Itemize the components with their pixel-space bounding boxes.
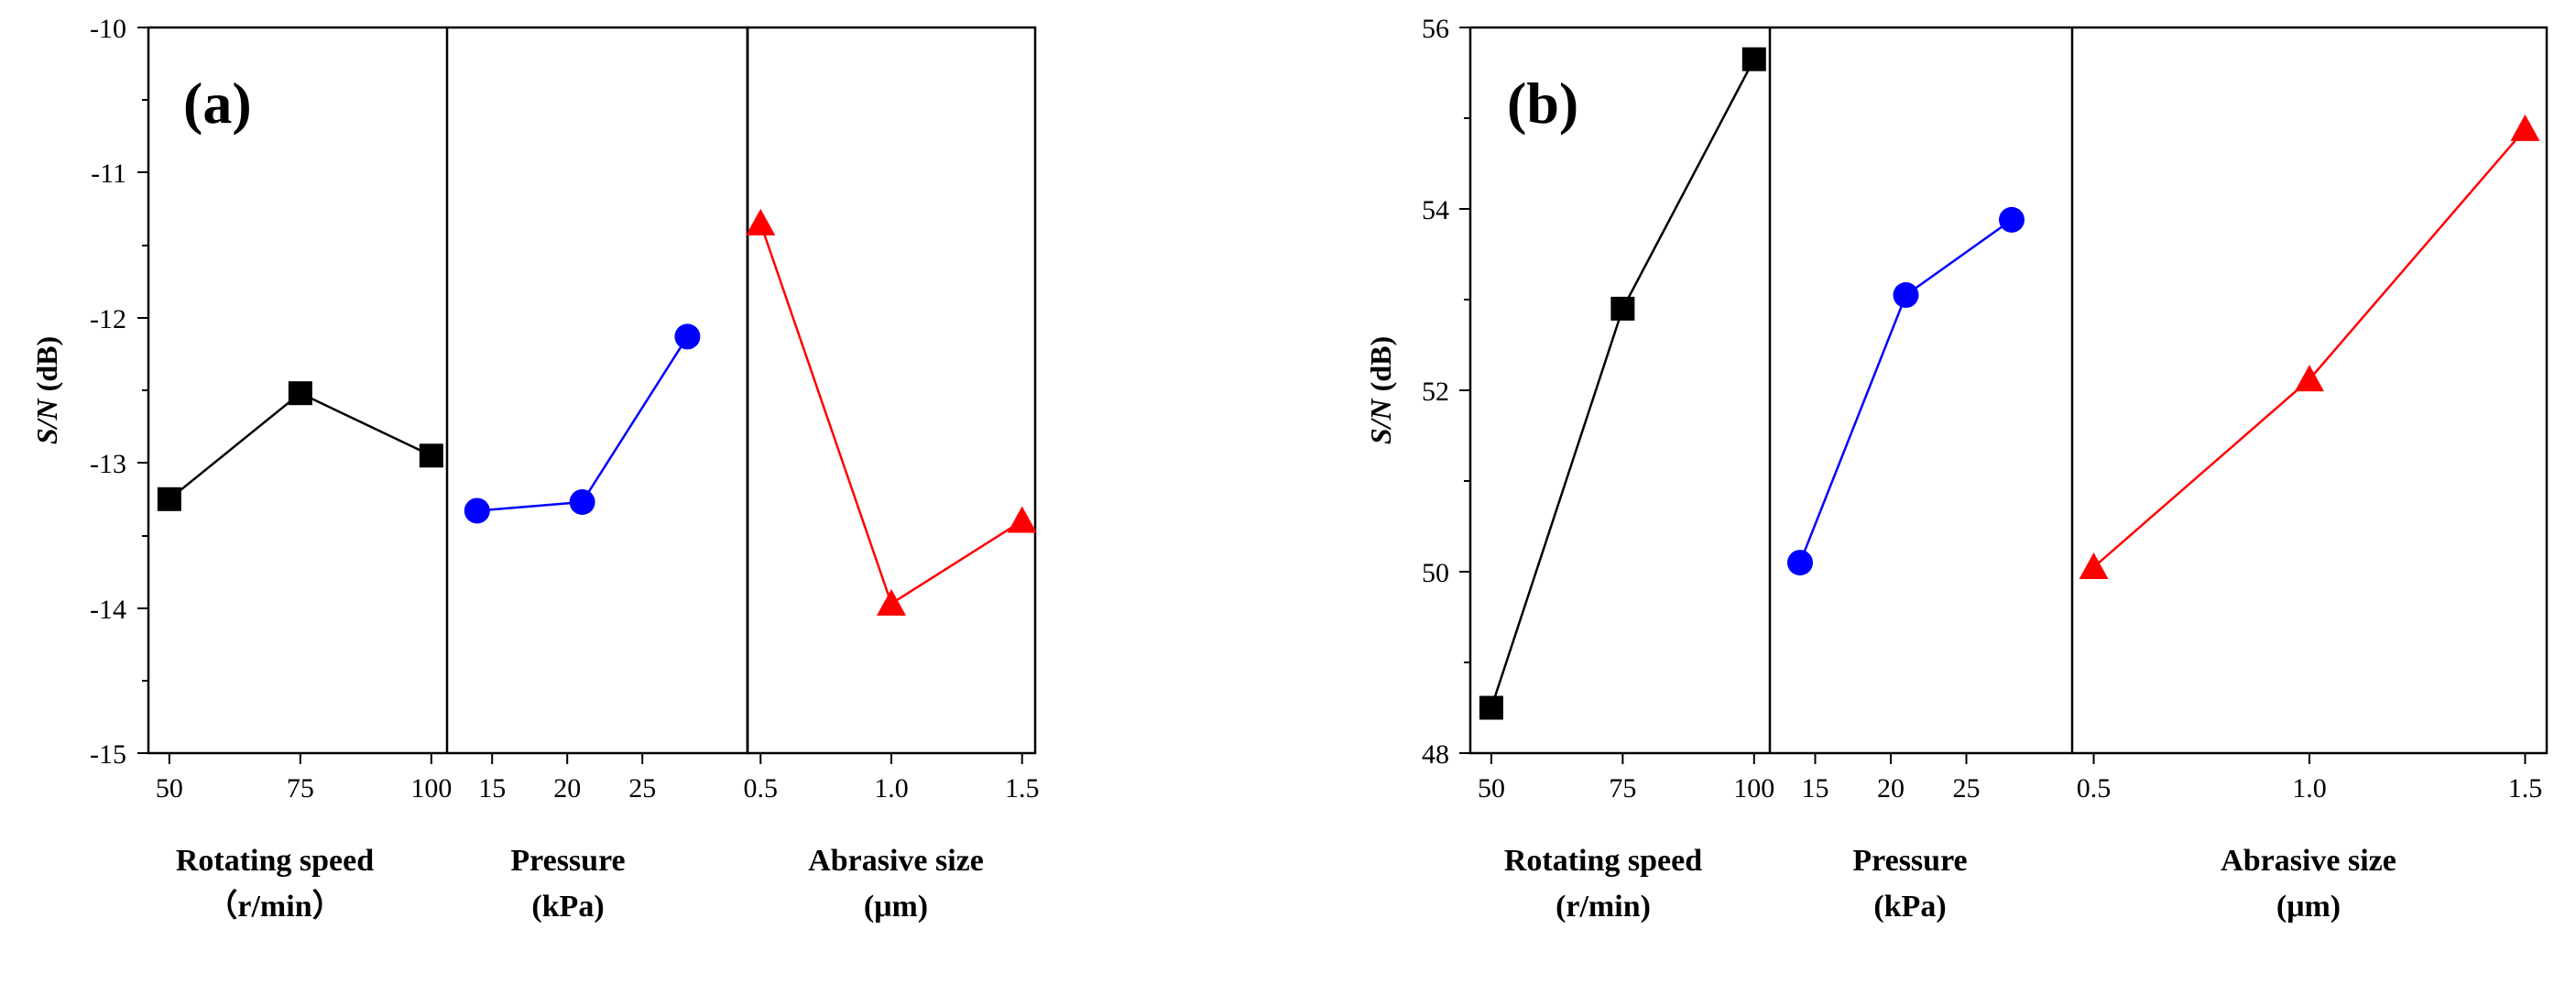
panel-a-y-axis-title-italic: S/N	[30, 397, 63, 444]
panel-a-ytick-label: -13	[90, 449, 126, 479]
panel-a-y-axis-title-rest: (dB)	[30, 336, 63, 399]
panel-b-y-axis-title-rest: (dB)	[1364, 336, 1397, 399]
panel-b-pressure-tick-label: 25	[1953, 773, 1981, 804]
panel-b-ytick-label: 54	[1422, 195, 1449, 225]
panel-a-ytick-label: -12	[90, 304, 126, 334]
panel-b-abrasive-size-line	[2092, 128, 2527, 568]
panel-a-y-axis-title: S/N (dB)	[30, 336, 63, 444]
panel-a-rotating-speed-tick-label: 50	[156, 773, 183, 804]
panel-b-rotating-speed-unit-label: (r/min)	[1555, 890, 1651, 924]
panel-a-ytick-label: -14	[90, 595, 126, 625]
panel-a-rotating-speed-line	[169, 391, 432, 500]
panel-a-ytick-label: -10	[90, 14, 126, 44]
panel-a-rotating-speed-point	[157, 487, 181, 511]
panel-a-pressure-tick-label: 25	[628, 773, 656, 804]
panel-b-y-axis-title-italic: S/N	[1364, 397, 1397, 444]
panel-a-abrasive-size-point	[877, 588, 906, 616]
panel-b-pressure-group: 15 20 25 Pressure (kPa)	[1787, 206, 2025, 924]
panel-b-pressure-tick-label: 20	[1877, 773, 1905, 804]
panel-b-pressure-unit-label: (kPa)	[1873, 890, 1946, 924]
panel-b-y-axis: 48 50 52 54 56	[1422, 14, 1470, 770]
panel-b-ytick-label: 52	[1422, 377, 1449, 407]
panel-a-rotating-speed-group: 50 75 100 Rotating speed （r/min）	[156, 381, 452, 924]
panel-a-abrasive-size-point	[1007, 506, 1037, 533]
panel-b-abrasive-size-point	[2295, 365, 2324, 392]
panel-b-rotating-speed-point	[1741, 47, 1766, 71]
panel-a-rotating-speed-point	[288, 381, 312, 406]
panel-b-ytick-label: 48	[1422, 739, 1449, 770]
panel-b-abrasive-size-tick-label: 1.0	[2292, 773, 2327, 804]
panel-b-pressure-point	[1999, 206, 2025, 233]
panel-a-abrasive-size-factor-label: Abrasive size	[808, 844, 984, 878]
panel-a-rotating-speed-point	[419, 443, 443, 468]
panel-b-pressure-point	[1893, 282, 1919, 309]
panel-b-rotating-speed-factor-label: Rotating speed	[1504, 844, 1702, 878]
panel-b-abrasive-size-unit-label: (μm)	[2276, 890, 2341, 924]
panel-a-label: (a)	[183, 71, 252, 136]
panel-a-pressure-unit-label: (kPa)	[531, 890, 604, 924]
panel-b-rotating-speed-line	[1490, 59, 1755, 708]
panel-a-abrasive-size-tick-label: 1.0	[874, 773, 909, 804]
panel-b-abrasive-size-tick-label: 1.5	[2508, 773, 2543, 804]
panel-b-ytick-label: 50	[1422, 558, 1449, 588]
panel-a-abrasive-size-group: 0.5 1.0 1.5 Abrasive size (μm)	[744, 208, 1040, 924]
panel-b-abrasive-size-tick-label: 0.5	[2077, 773, 2112, 804]
panel-a-pressure-point	[674, 323, 701, 350]
panel-b-chart: (b) S/N (dB) 48 50 52 54 56	[1364, 14, 2549, 924]
panel-b-label: (b)	[1507, 71, 1578, 136]
panel-b-frame	[1468, 26, 2549, 755]
panel-b-y-axis-title: S/N (dB)	[1364, 336, 1397, 444]
panel-a-abrasive-size-tick-label: 1.5	[1005, 773, 1040, 804]
panel-b-rotating-speed-group: 50 75 100 Rotating speed (r/min)	[1478, 47, 1774, 924]
panel-a-rotating-speed-unit-label: （r/min）	[206, 888, 343, 924]
panel-b-abrasive-size-factor-label: Abrasive size	[2221, 844, 2396, 878]
panel-b-pressure-line	[1798, 218, 2013, 563]
panel-a-abrasive-size-line	[759, 223, 1023, 606]
panel-b-ytick-label: 56	[1422, 14, 1449, 44]
panel-a-pressure-tick-label: 15	[478, 773, 506, 804]
panel-b-rotating-speed-tick-label: 100	[1733, 773, 1774, 804]
panel-a-abrasive-size-point	[746, 208, 776, 235]
panel-b-abrasive-size-group: 0.5 1.0 1.5 Abrasive size (μm)	[2077, 114, 2543, 924]
panel-a-rotating-speed-factor-label: Rotating speed	[176, 844, 374, 878]
panel-a-pressure-tick-label: 20	[553, 773, 581, 804]
panel-a-ytick-label: -11	[91, 159, 126, 189]
panel-a-pressure-factor-label: Pressure	[510, 844, 625, 878]
panel-a-rotating-speed-tick-label: 75	[287, 773, 314, 804]
panel-b-pressure-factor-label: Pressure	[1852, 844, 1967, 878]
panel-a-rotating-speed-tick-label: 100	[410, 773, 452, 804]
panel-b-rotating-speed-tick-label: 50	[1478, 773, 1505, 804]
panel-a-pressure-group: 15 20 25 Pressure (kPa)	[464, 323, 701, 924]
panel-a-pressure-point	[464, 498, 490, 524]
panel-a-chart: (a) S/N (dB) -15 -14 -13 -12 -11 -10	[30, 14, 1039, 924]
panel-a-pressure-point	[569, 488, 595, 515]
panel-a-ytick-label: -15	[90, 739, 126, 770]
panel-a-abrasive-size-tick-label: 0.5	[744, 773, 779, 804]
panel-a-pressure-line	[476, 335, 689, 512]
panel-b-rotating-speed-point	[1610, 296, 1635, 321]
panel-b-abrasive-size-point	[2079, 552, 2109, 580]
panel-a-y-axis: -15 -14 -13 -12 -11 -10	[90, 14, 148, 770]
panel-b-rotating-speed-point	[1479, 695, 1503, 720]
panel-b-rotating-speed-tick-label: 75	[1609, 773, 1636, 804]
panel-a-abrasive-size-unit-label: (μm)	[864, 890, 928, 924]
panel-a-frame-right	[746, 26, 1037, 755]
panel-b-pressure-tick-label: 15	[1802, 773, 1829, 804]
panel-b-pressure-point	[1787, 550, 1813, 576]
panel-b-abrasive-size-point	[2510, 114, 2540, 141]
